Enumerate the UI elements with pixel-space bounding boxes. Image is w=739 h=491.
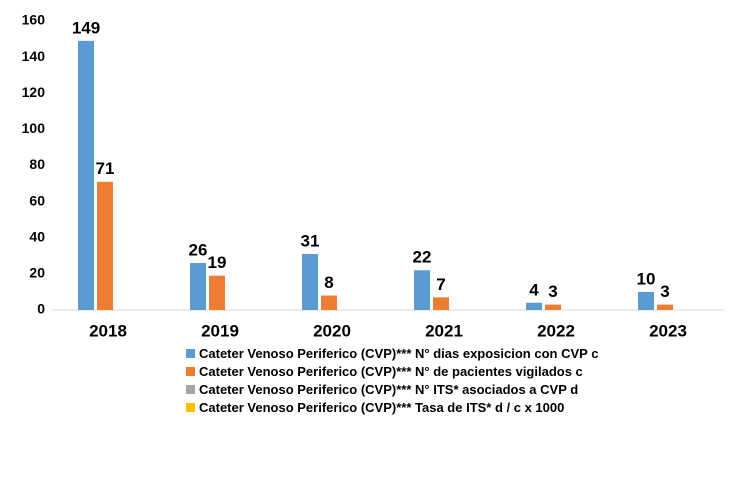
legend-item: Cateter Venoso Periferico (CVP)*** N° di…: [186, 346, 666, 361]
bar: [657, 304, 673, 310]
data-label: 149: [72, 18, 100, 37]
bar: [433, 297, 449, 310]
y-tick-label: 20: [29, 265, 45, 281]
legend-label: Cateter Venoso Periferico (CVP)*** Tasa …: [199, 400, 565, 415]
legend-swatch: [186, 403, 195, 412]
bar: [78, 40, 94, 311]
legend-label: Cateter Venoso Periferico (CVP)*** N° de…: [199, 364, 583, 379]
bar: [302, 254, 318, 310]
bar: [414, 270, 430, 310]
legend-swatch: [186, 385, 195, 394]
data-label: 10: [637, 269, 656, 288]
bar: [190, 263, 206, 310]
data-label: 31: [301, 231, 320, 250]
x-tick-label: 2018: [89, 321, 127, 340]
data-label: 19: [208, 253, 227, 272]
x-tick-label: 2022: [537, 321, 575, 340]
legend-item: Cateter Venoso Periferico (CVP)*** N° de…: [186, 364, 666, 379]
bar: [638, 291, 654, 310]
bar: [209, 275, 225, 310]
y-tick-label: 140: [22, 48, 46, 64]
y-tick-label: 100: [22, 120, 46, 136]
legend-swatch: [186, 367, 195, 376]
data-label: 22: [413, 248, 432, 267]
bar: [97, 181, 113, 310]
bar: [321, 295, 337, 310]
y-tick-label: 80: [29, 156, 45, 172]
data-label: 26: [189, 241, 208, 260]
legend-item: Cateter Venoso Periferico (CVP)*** N° IT…: [186, 382, 666, 397]
x-tick-label: 2020: [313, 321, 351, 340]
legend-label: Cateter Venoso Periferico (CVP)*** N° IT…: [199, 382, 579, 397]
y-tick-label: 120: [22, 84, 46, 100]
bar: [545, 304, 561, 310]
legend-swatch: [186, 349, 195, 358]
y-tick-label: 160: [22, 12, 46, 28]
legend-item: Cateter Venoso Periferico (CVP)*** Tasa …: [186, 400, 666, 415]
data-label: 8: [324, 273, 333, 292]
data-label: 71: [96, 159, 115, 178]
bar: [526, 302, 542, 310]
data-label: 3: [660, 282, 669, 301]
data-label: 4: [529, 280, 539, 299]
data-label: 3: [548, 282, 557, 301]
x-tick-label: 2019: [201, 321, 239, 340]
x-tick-label: 2023: [649, 321, 687, 340]
data-label: 7: [436, 275, 445, 294]
legend-label: Cateter Venoso Periferico (CVP)*** N° di…: [199, 346, 599, 361]
y-tick-label: 40: [29, 228, 45, 244]
x-tick-label: 2021: [425, 321, 463, 340]
y-tick-label: 0: [37, 301, 45, 317]
y-tick-label: 60: [29, 192, 45, 208]
legend: Cateter Venoso Periferico (CVP)*** N° di…: [186, 346, 666, 418]
